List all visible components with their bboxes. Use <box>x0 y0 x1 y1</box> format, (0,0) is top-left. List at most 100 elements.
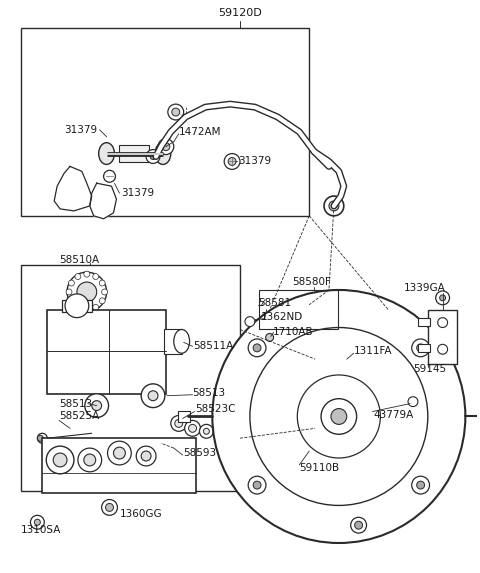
Circle shape <box>65 294 89 317</box>
Ellipse shape <box>99 143 114 164</box>
Circle shape <box>67 272 107 312</box>
Circle shape <box>77 282 96 302</box>
Circle shape <box>85 394 108 418</box>
Text: 58513: 58513 <box>59 399 92 409</box>
Polygon shape <box>54 166 92 211</box>
Bar <box>21 265 240 490</box>
Text: 31379: 31379 <box>64 125 97 135</box>
Circle shape <box>440 295 445 301</box>
Text: 58593: 58593 <box>184 448 217 458</box>
Circle shape <box>168 104 184 120</box>
Text: 1310SA: 1310SA <box>21 525 61 535</box>
Circle shape <box>175 419 183 427</box>
Circle shape <box>75 273 81 280</box>
Circle shape <box>136 446 156 466</box>
Circle shape <box>250 328 428 505</box>
Ellipse shape <box>174 329 190 353</box>
Circle shape <box>417 481 425 489</box>
Circle shape <box>248 476 266 494</box>
Circle shape <box>253 344 261 352</box>
Circle shape <box>189 425 196 432</box>
Circle shape <box>113 447 125 459</box>
Circle shape <box>75 304 81 311</box>
Circle shape <box>37 435 43 441</box>
Circle shape <box>412 339 430 357</box>
Text: 43779A: 43779A <box>373 410 414 419</box>
Circle shape <box>141 451 151 461</box>
Text: 1472AM: 1472AM <box>179 127 221 137</box>
Circle shape <box>99 280 105 286</box>
Text: 59120D: 59120D <box>218 8 262 18</box>
Circle shape <box>266 333 274 342</box>
Text: 59145: 59145 <box>413 364 446 374</box>
Bar <box>178 410 190 422</box>
Text: 31379: 31379 <box>121 188 155 198</box>
Circle shape <box>37 433 47 443</box>
Circle shape <box>106 504 113 511</box>
Bar <box>62 300 92 312</box>
Text: 59110B: 59110B <box>300 463 339 473</box>
Bar <box>418 317 430 325</box>
Circle shape <box>355 521 362 529</box>
Circle shape <box>331 409 347 425</box>
Bar <box>428 310 457 364</box>
Text: 31379: 31379 <box>238 156 271 167</box>
Circle shape <box>69 280 74 286</box>
Circle shape <box>148 391 158 401</box>
Circle shape <box>329 201 339 211</box>
Circle shape <box>297 375 380 458</box>
Circle shape <box>408 397 418 407</box>
Circle shape <box>102 500 118 515</box>
Circle shape <box>93 304 99 311</box>
Bar <box>42 438 195 493</box>
Text: 58525A: 58525A <box>59 411 99 422</box>
Circle shape <box>102 289 108 295</box>
Circle shape <box>212 290 466 543</box>
Circle shape <box>438 317 447 328</box>
Circle shape <box>417 344 425 352</box>
Bar <box>47 310 166 394</box>
Circle shape <box>53 453 67 467</box>
Circle shape <box>35 519 40 525</box>
Circle shape <box>69 298 74 304</box>
Bar <box>259 290 338 329</box>
Bar <box>418 344 430 352</box>
Circle shape <box>224 154 240 170</box>
Circle shape <box>78 448 102 472</box>
Circle shape <box>204 429 209 434</box>
Circle shape <box>150 154 156 159</box>
Circle shape <box>104 170 116 182</box>
Circle shape <box>84 307 90 313</box>
Circle shape <box>146 150 160 163</box>
Circle shape <box>171 415 187 431</box>
Circle shape <box>351 517 367 533</box>
Polygon shape <box>90 183 117 219</box>
Circle shape <box>412 476 430 494</box>
Circle shape <box>158 139 174 155</box>
Circle shape <box>228 158 236 166</box>
Ellipse shape <box>155 143 171 164</box>
Text: 1311FA: 1311FA <box>354 346 392 356</box>
Circle shape <box>84 454 96 466</box>
Text: 1710AB: 1710AB <box>273 327 313 337</box>
Circle shape <box>66 289 72 295</box>
Text: 1339GA: 1339GA <box>404 283 446 293</box>
Circle shape <box>141 384 165 407</box>
Circle shape <box>321 399 357 434</box>
Text: 58513: 58513 <box>192 388 226 398</box>
Circle shape <box>84 271 90 277</box>
Circle shape <box>99 298 105 304</box>
Bar <box>21 28 309 216</box>
Text: 58580F: 58580F <box>292 277 331 287</box>
Text: 58510A: 58510A <box>59 256 99 265</box>
Circle shape <box>253 481 261 489</box>
Circle shape <box>93 273 99 280</box>
Circle shape <box>245 317 255 327</box>
Text: 58511A: 58511A <box>193 342 234 351</box>
Circle shape <box>172 108 180 116</box>
Text: 58581: 58581 <box>258 298 291 308</box>
Text: 1360GG: 1360GG <box>120 509 162 519</box>
Text: 58523C: 58523C <box>195 403 236 414</box>
Circle shape <box>200 425 213 438</box>
Circle shape <box>436 291 450 305</box>
